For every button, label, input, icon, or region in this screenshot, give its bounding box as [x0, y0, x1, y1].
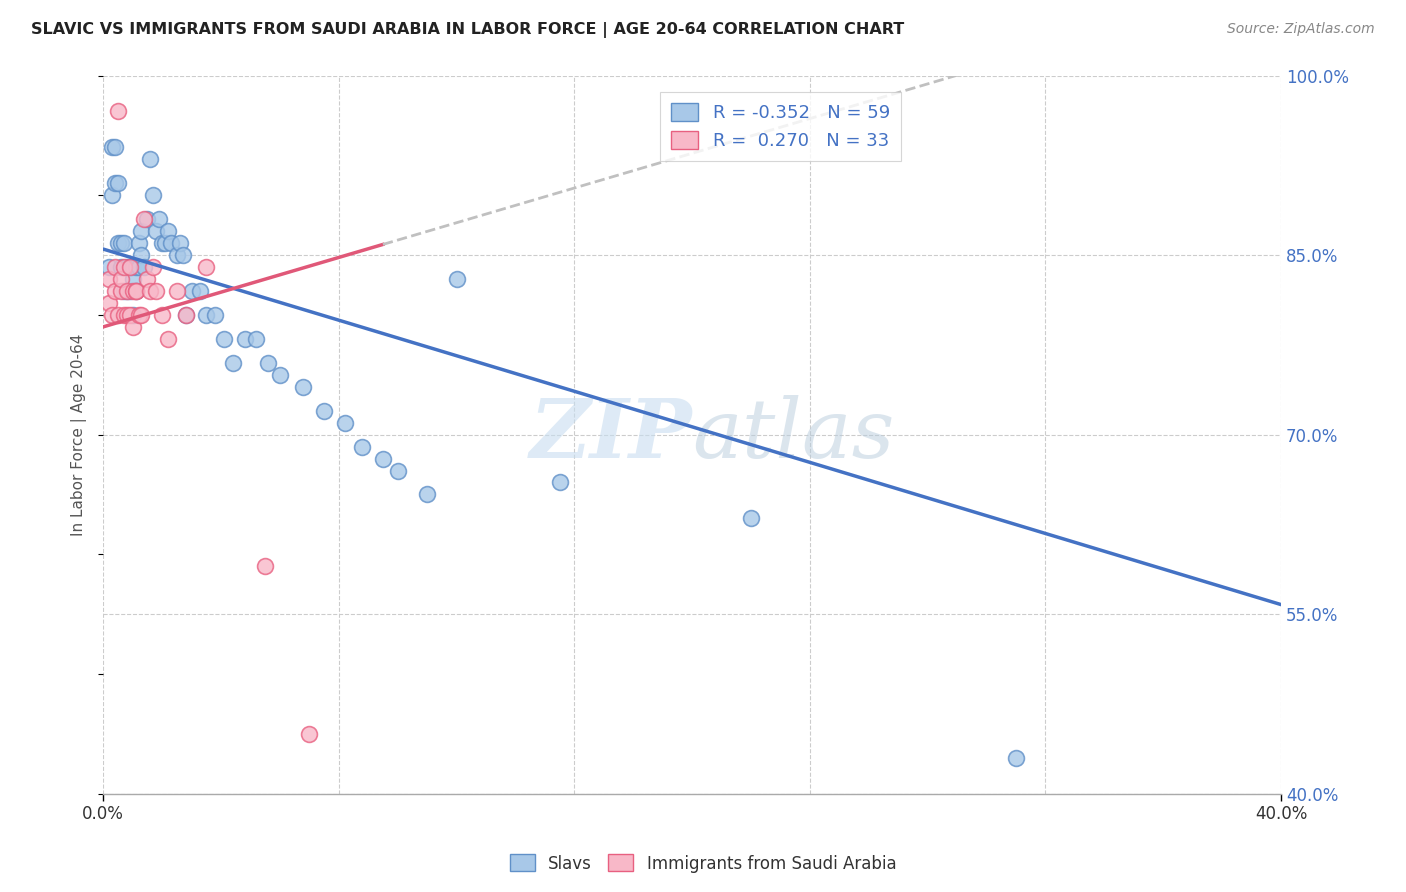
Point — [298, 727, 321, 741]
Point — [245, 332, 267, 346]
Point — [121, 272, 143, 286]
Point — [142, 260, 165, 274]
Point — [112, 284, 135, 298]
Point — [110, 272, 132, 286]
Point — [145, 284, 167, 298]
Point — [174, 308, 197, 322]
Point — [195, 308, 218, 322]
Point — [107, 176, 129, 190]
Point — [98, 260, 121, 274]
Point — [156, 332, 179, 346]
Point — [387, 463, 409, 477]
Point — [115, 260, 138, 274]
Point — [166, 248, 188, 262]
Point — [416, 487, 439, 501]
Y-axis label: In Labor Force | Age 20-64: In Labor Force | Age 20-64 — [72, 334, 87, 536]
Point — [195, 260, 218, 274]
Point — [124, 284, 146, 298]
Point — [115, 308, 138, 322]
Point — [150, 308, 173, 322]
Point — [139, 284, 162, 298]
Point — [142, 188, 165, 202]
Point — [212, 332, 235, 346]
Point — [104, 260, 127, 274]
Point — [548, 475, 571, 490]
Point — [128, 236, 150, 251]
Point — [128, 308, 150, 322]
Point — [204, 308, 226, 322]
Point — [128, 260, 150, 274]
Point — [233, 332, 256, 346]
Point — [292, 380, 315, 394]
Point — [145, 224, 167, 238]
Point — [134, 212, 156, 227]
Legend: R = -0.352   N = 59, R =  0.270   N = 33: R = -0.352 N = 59, R = 0.270 N = 33 — [661, 92, 901, 161]
Text: ZIP: ZIP — [530, 394, 692, 475]
Point — [312, 403, 335, 417]
Point — [107, 308, 129, 322]
Legend: Slavs, Immigrants from Saudi Arabia: Slavs, Immigrants from Saudi Arabia — [503, 847, 903, 880]
Point — [101, 188, 124, 202]
Point — [112, 308, 135, 322]
Point — [160, 236, 183, 251]
Point — [112, 236, 135, 251]
Point — [269, 368, 291, 382]
Point — [124, 260, 146, 274]
Point — [110, 260, 132, 274]
Point — [110, 236, 132, 251]
Point — [169, 236, 191, 251]
Point — [134, 260, 156, 274]
Point — [98, 296, 121, 310]
Point — [121, 308, 143, 322]
Point — [180, 284, 202, 298]
Point — [101, 140, 124, 154]
Point — [112, 260, 135, 274]
Point — [121, 319, 143, 334]
Point — [172, 248, 194, 262]
Text: atlas: atlas — [692, 394, 894, 475]
Point — [104, 176, 127, 190]
Point — [121, 260, 143, 274]
Point — [107, 236, 129, 251]
Point — [166, 284, 188, 298]
Point — [139, 153, 162, 167]
Point — [190, 284, 212, 298]
Point — [371, 451, 394, 466]
Point — [110, 284, 132, 298]
Point — [1005, 751, 1028, 765]
Point — [257, 356, 280, 370]
Point — [136, 272, 159, 286]
Point — [222, 356, 245, 370]
Point — [333, 416, 356, 430]
Point — [446, 272, 468, 286]
Point — [118, 260, 141, 274]
Point — [148, 212, 170, 227]
Point — [115, 284, 138, 298]
Point — [131, 308, 153, 322]
Point — [104, 140, 127, 154]
Text: SLAVIC VS IMMIGRANTS FROM SAUDI ARABIA IN LABOR FORCE | AGE 20-64 CORRELATION CH: SLAVIC VS IMMIGRANTS FROM SAUDI ARABIA I… — [31, 22, 904, 38]
Point — [98, 272, 121, 286]
Point — [121, 284, 143, 298]
Point — [174, 308, 197, 322]
Point — [124, 284, 146, 298]
Point — [124, 284, 146, 298]
Point — [136, 212, 159, 227]
Point — [352, 440, 374, 454]
Point — [156, 224, 179, 238]
Point — [118, 260, 141, 274]
Point — [104, 284, 127, 298]
Point — [107, 104, 129, 119]
Point — [131, 224, 153, 238]
Point — [118, 308, 141, 322]
Point — [254, 559, 277, 574]
Point — [740, 511, 762, 525]
Point — [150, 236, 173, 251]
Point — [153, 236, 176, 251]
Point — [131, 248, 153, 262]
Point — [101, 308, 124, 322]
Text: Source: ZipAtlas.com: Source: ZipAtlas.com — [1227, 22, 1375, 37]
Point — [115, 284, 138, 298]
Point — [118, 284, 141, 298]
